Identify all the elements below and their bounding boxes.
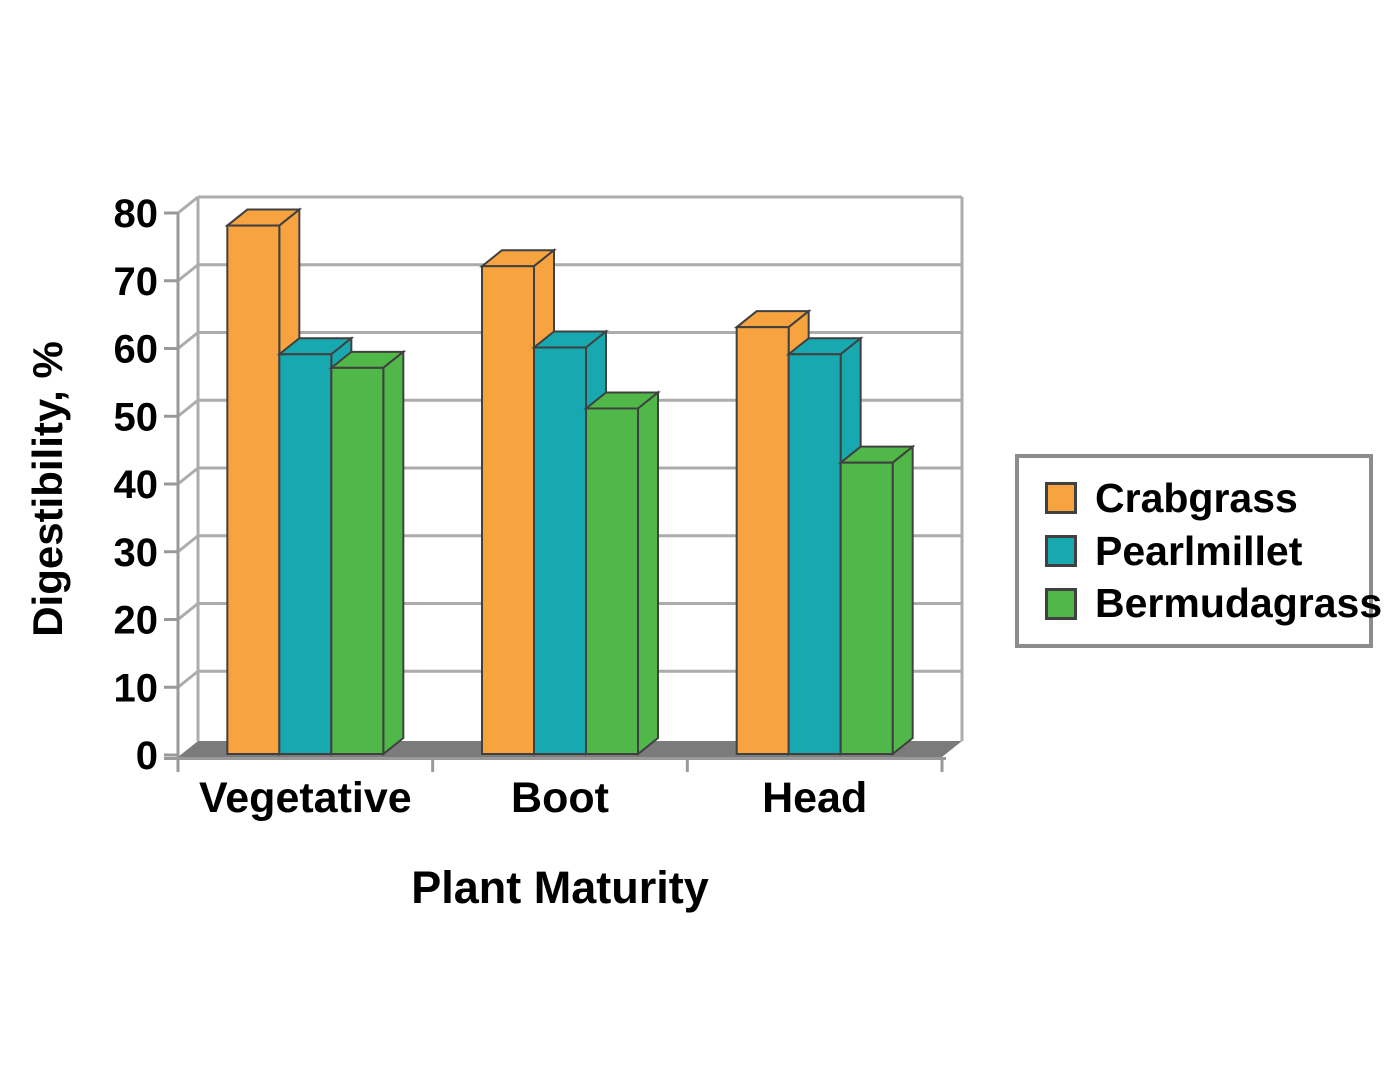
y-tick-label: 30 bbox=[114, 531, 159, 575]
y-axis-title: Digestibility, % bbox=[24, 341, 71, 637]
bar-bermudagrass-boot bbox=[583, 390, 661, 757]
bar-bermudagrass-vegetative bbox=[328, 349, 407, 757]
y-tick-label: 80 bbox=[114, 192, 159, 236]
y-tick-label: 70 bbox=[114, 260, 159, 304]
y-tick-label: 40 bbox=[114, 463, 159, 507]
legend-label-crabgrass: Crabgrass bbox=[1095, 474, 1298, 521]
legend-item-pearlmillet: Pearlmillet bbox=[1045, 527, 1369, 574]
x-category-label-vegetative: Vegetative bbox=[199, 774, 412, 822]
legend-label-pearlmillet: Pearlmillet bbox=[1095, 527, 1303, 574]
legend-item-crabgrass: Crabgrass bbox=[1045, 474, 1369, 521]
legend-swatch-bermudagrass bbox=[1045, 587, 1077, 620]
y-tick-label: 50 bbox=[114, 395, 159, 439]
legend-item-bermudagrass: Bermudagrass bbox=[1045, 583, 1382, 624]
legend-label-bermudagrass: Bermudagrass bbox=[1095, 580, 1383, 627]
legend-swatch-pearlmillet bbox=[1045, 535, 1077, 567]
y-tick-label: 0 bbox=[136, 734, 158, 778]
x-axis-title: Plant Maturity bbox=[411, 862, 709, 913]
grid-walls: 0 10 20 30 40 50 60 70 80 bbox=[114, 192, 964, 778]
x-axis bbox=[164, 757, 946, 772]
x-category-label-boot: Boot bbox=[511, 774, 609, 822]
bar-bermudagrass-head bbox=[837, 444, 916, 757]
y-tick-label: 10 bbox=[114, 666, 159, 710]
legend: Crabgrass Pearlmillet Bermudagrass bbox=[1015, 454, 1382, 648]
plot-area: 0 10 20 30 40 50 60 70 80 Vegetative Boot Head bbox=[114, 192, 964, 822]
y-tick-label: 20 bbox=[114, 599, 159, 643]
legend-swatch-crabgrass bbox=[1045, 482, 1077, 515]
x-category-label-head: Head bbox=[762, 774, 867, 822]
y-tick-label: 60 bbox=[114, 328, 159, 372]
